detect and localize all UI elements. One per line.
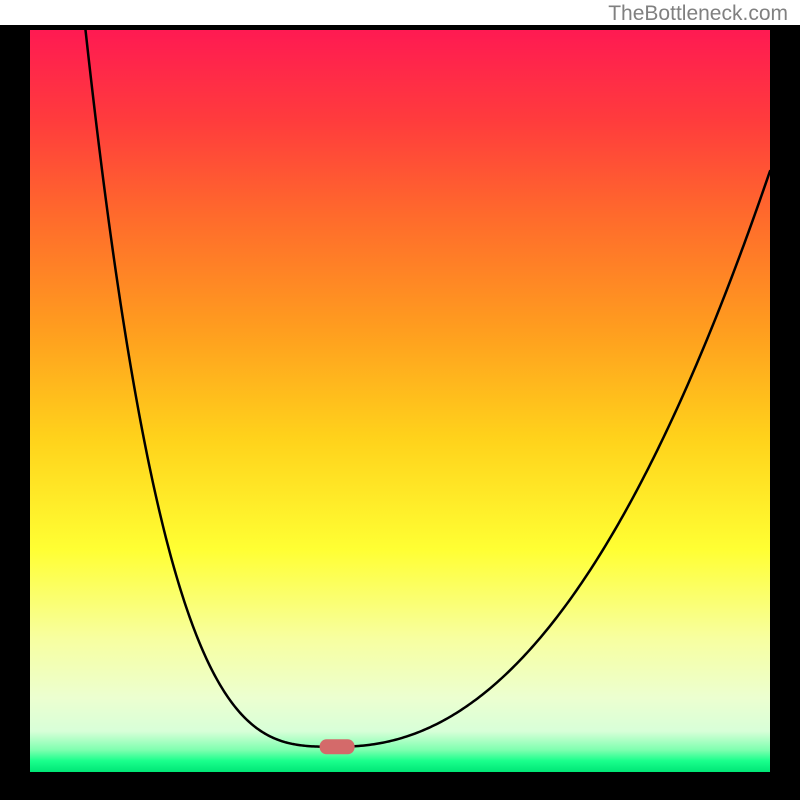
plot-background — [30, 30, 770, 772]
chart-container: TheBottleneck.com — [0, 0, 800, 800]
optimum-marker — [320, 739, 355, 754]
watermark-text: TheBottleneck.com — [608, 2, 788, 26]
bottleneck-chart — [0, 0, 800, 800]
